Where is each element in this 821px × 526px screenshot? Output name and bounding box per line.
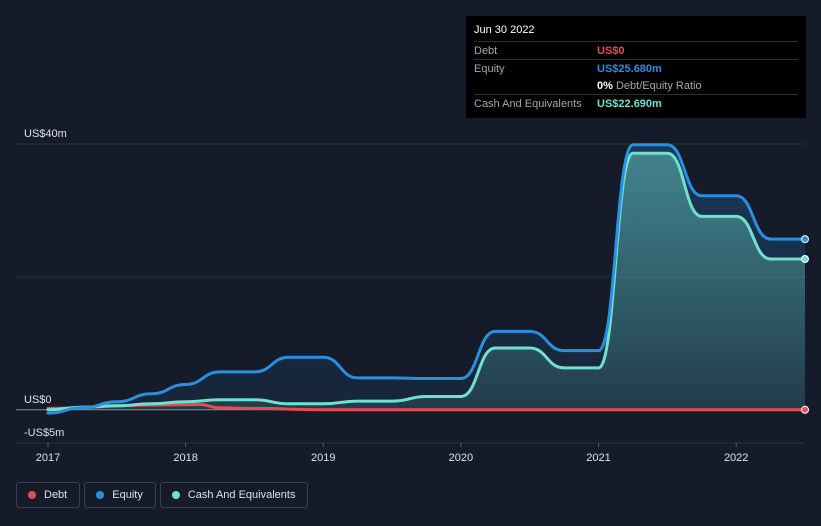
- tooltip-label: Cash And Equivalents: [474, 97, 582, 110]
- hover-tooltip: Jun 30 2022 Debt US$0 Equity US$25.680m …: [466, 16, 806, 118]
- tooltip-label: Equity: [474, 62, 505, 75]
- tooltip-debt-value: US$0: [597, 44, 625, 57]
- y-tick-label: US$40m: [24, 128, 67, 140]
- x-tick-label: 2017: [36, 452, 60, 464]
- x-tick-label: 2018: [173, 452, 197, 464]
- legend-item-cash[interactable]: Cash And Equivalents: [159, 482, 309, 508]
- legend-label: Cash And Equivalents: [187, 489, 296, 501]
- tooltip-row-equity: Equity US$25.680m: [474, 59, 798, 77]
- chart-legend: Debt Equity Cash And Equivalents: [16, 482, 309, 508]
- cash-line: [46, 151, 807, 412]
- tooltip-label: Debt: [474, 44, 498, 57]
- legend-label: Equity: [112, 489, 143, 501]
- y-tick-label: -US$5m: [24, 427, 64, 439]
- x-tick-label: 2021: [586, 452, 610, 464]
- x-tick-label: 2022: [724, 452, 748, 464]
- series-lines: [46, 143, 807, 415]
- legend-item-debt[interactable]: Debt: [16, 482, 81, 508]
- tooltip-ratio-label: Debt/Equity Ratio: [615, 79, 702, 92]
- debt-end-marker: [801, 405, 809, 414]
- legend-label: Debt: [44, 489, 68, 501]
- legend-dot-icon: [28, 491, 36, 499]
- tooltip-equity-value: US$25.680m: [597, 62, 662, 75]
- axis-labels: US$40m US$0 -US$5m 2017 2018 2019 2020 2021 2022: [24, 128, 748, 464]
- cash-area: [48, 153, 805, 410]
- y-tick-label: US$0: [24, 394, 52, 406]
- debt-line: [46, 403, 807, 412]
- cash-end-marker: [801, 255, 809, 264]
- legend-dot-icon: [96, 491, 105, 499]
- legend-item-equity[interactable]: Equity: [84, 482, 156, 508]
- tooltip-ratio-value: 0%: [597, 79, 613, 92]
- tooltip-cash-value: US$22.690m: [597, 97, 662, 110]
- tooltip-row-ratio: 0% Debt/Equity Ratio: [474, 77, 798, 94]
- x-tick-label: 2019: [311, 452, 335, 464]
- tooltip-row-cash: Cash And Equivalents US$22.690m: [474, 94, 798, 112]
- tooltip-date: Jun 30 2022: [474, 24, 535, 36]
- x-tick-label: 2020: [449, 452, 473, 464]
- series-areas: [48, 144, 805, 414]
- equity-end-marker: [801, 235, 809, 244]
- equity-line: [46, 143, 807, 415]
- legend-dot-icon: [171, 491, 180, 499]
- end-markers: [801, 235, 809, 414]
- tooltip-row-debt: Debt US$0: [474, 41, 798, 59]
